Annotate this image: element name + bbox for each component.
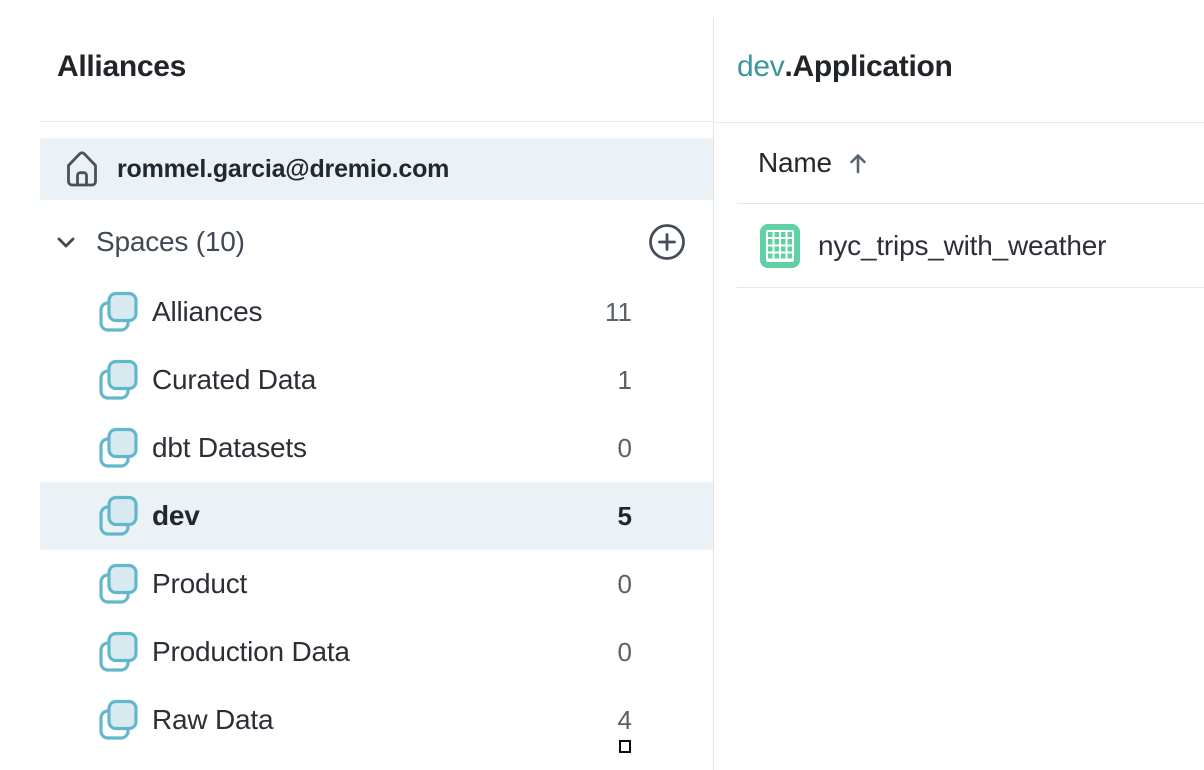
dataset-name: nyc_trips_with_weather [818,229,1107,261]
dataset-path-title: dev.Application [737,50,953,84]
sidebar-item-production-data[interactable]: Production Data 0 [40,618,713,686]
sidebar-item-label: Raw Data [152,704,274,735]
column-header-name[interactable]: Name [758,147,870,179]
space-icon [98,289,140,335]
spaces-header-row[interactable]: Spaces (10) [40,214,713,270]
divider [713,122,1204,123]
space-icon [98,629,140,675]
sidebar-item-count: 4 [617,704,632,735]
sidebar-item-dev[interactable]: dev 5 [40,482,713,550]
spaces-header-label: Spaces (10) [96,226,245,257]
sidebar-item-alliances[interactable]: Alliances 11 [40,278,713,346]
panel-divider [713,18,714,770]
sidebar-item-label: dev [152,500,200,531]
sort-ascending-icon [846,150,870,176]
sidebar-item-label: Alliances [152,296,263,327]
chevron-down-icon[interactable] [54,230,78,254]
path-space-link[interactable]: dev [737,50,785,83]
sidebar-item-count: 11 [605,296,632,327]
sidebar-item-count: 0 [617,432,632,463]
sidebar-title: Alliances [57,50,187,83]
sidebar-item-count: 1 [617,364,632,395]
divider [737,203,1204,204]
sidebar-item-count: 0 [617,568,632,599]
sidebar-item-count: 5 [617,500,632,531]
spaces-list: Alliances 11 Curated Data 1 dbt Datasets… [40,278,713,754]
sidebar-item-label: Production Data [152,636,350,667]
table-row[interactable]: nyc_trips_with_weather [737,204,1204,287]
home-label: rommel.garcia@dremio.com [117,154,450,183]
sidebar-item-product[interactable]: Product 0 [40,550,713,618]
column-header-label: Name [758,147,832,178]
space-icon [98,493,140,539]
sidebar-item-dbt-datasets[interactable]: dbt Datasets 0 [40,414,713,482]
space-icon [98,357,140,403]
sidebar-item-raw-data[interactable]: Raw Data 4 [40,686,713,754]
sidebar-item-count: 0 [617,636,632,667]
home-icon [63,148,101,190]
space-icon [98,697,140,743]
sidebar-item-label: dbt Datasets [152,432,307,463]
divider [40,121,713,122]
artifact-square [619,740,631,753]
space-icon [98,425,140,471]
divider [737,287,1204,288]
home-row[interactable]: rommel.garcia@dremio.com [40,138,713,200]
dataset-grid-icon [760,223,800,268]
plus-circle-icon [646,221,688,263]
sidebar-item-curated-data[interactable]: Curated Data 1 [40,346,713,414]
sidebar-item-label: Product [152,568,248,599]
sidebar-item-label: Curated Data [152,364,317,395]
space-icon [98,561,140,607]
path-separator: . [784,50,793,83]
path-entity: Application [792,50,953,83]
add-space-button[interactable] [646,221,688,263]
